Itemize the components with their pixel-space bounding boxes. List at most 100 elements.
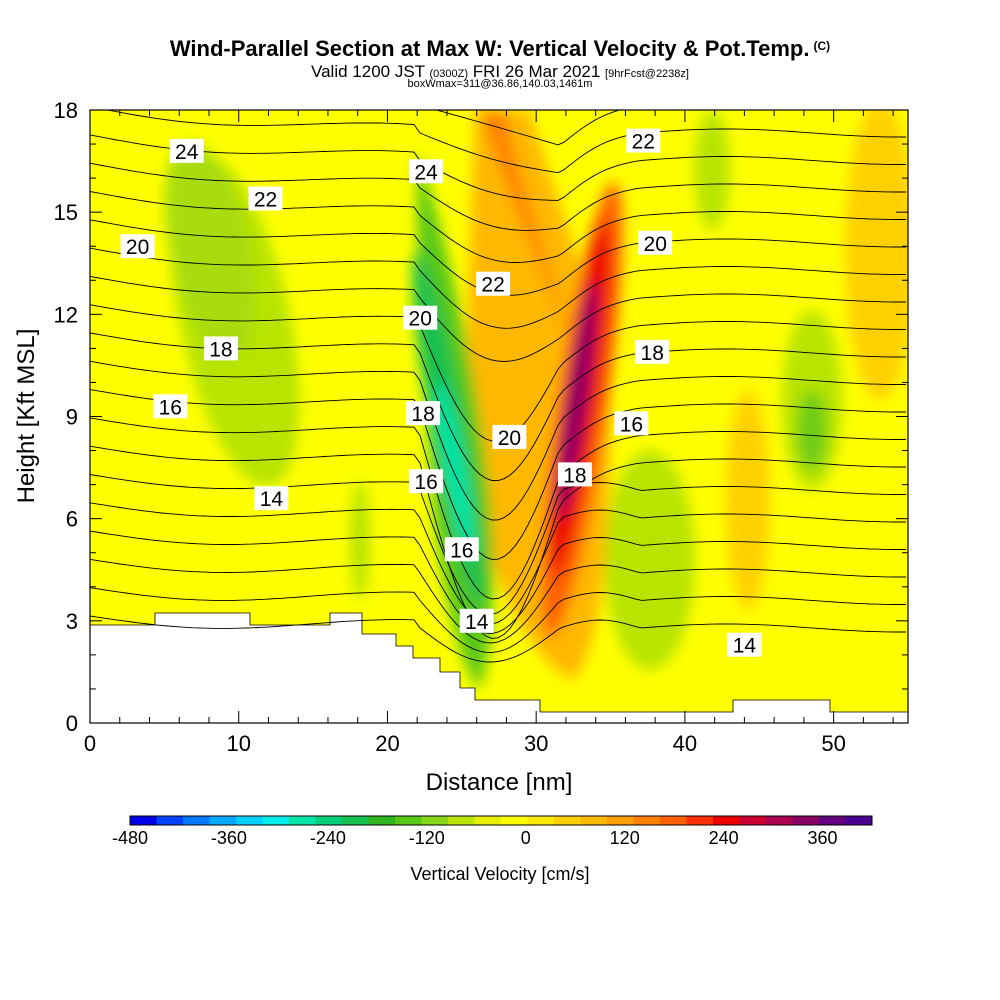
chart-title: Wind-Parallel Section at Max W: Vertical… bbox=[0, 36, 1000, 62]
colorbar: -480 -360 -240 -120 0 120 240 360 bbox=[112, 815, 873, 848]
contour-label-text: 20 bbox=[409, 308, 432, 331]
contour-label-box bbox=[626, 128, 661, 153]
colorbar-swatch bbox=[686, 816, 714, 825]
contour-label-text: 18 bbox=[641, 342, 664, 365]
theta-contour-line bbox=[90, 445, 906, 639]
terrain-mask bbox=[90, 612, 908, 723]
contour-label: 16 bbox=[153, 394, 188, 419]
theta-contour-line bbox=[90, 417, 906, 600]
contour-label: 16 bbox=[444, 537, 479, 562]
contour-label-text: 14 bbox=[260, 488, 284, 511]
y-tick-label: 3 bbox=[66, 609, 78, 634]
colorbar-swatch bbox=[580, 816, 608, 825]
colorbar-swatch bbox=[262, 816, 290, 825]
contour-label-box bbox=[459, 608, 494, 633]
theta-contour-line bbox=[90, 275, 906, 362]
contour-label-text: 24 bbox=[175, 141, 199, 164]
theta-contour-line bbox=[90, 558, 906, 644]
contour-label-box bbox=[557, 462, 592, 487]
colorbar-swatch bbox=[739, 816, 767, 825]
colorbar-swatch bbox=[421, 816, 449, 825]
contour-label-text: 16 bbox=[620, 413, 643, 436]
colorbar-tick-label: -480 bbox=[112, 828, 148, 848]
chart-subtitle-2: boxWmax=311@36.86,140.03,1461m bbox=[407, 78, 593, 90]
potential-temperature-contours bbox=[90, 110, 906, 663]
contour-label-box bbox=[120, 234, 155, 259]
colorbar-label: Vertical Velocity [cm/s] bbox=[410, 864, 589, 884]
axes: 0 10 20 30 40 50 0 3 6 9 12 15 18 bbox=[54, 98, 908, 756]
colorbar-swatch bbox=[527, 816, 555, 825]
contour-label-box bbox=[444, 537, 479, 562]
colorbar-swatch bbox=[607, 816, 634, 825]
colorbar-tick-label: 360 bbox=[807, 828, 837, 848]
theta-contour-line bbox=[90, 162, 906, 231]
x-tick-label: 20 bbox=[375, 731, 399, 756]
colorbar-swatch bbox=[554, 816, 581, 825]
contour-label-box bbox=[248, 186, 283, 211]
contour-label-text: 18 bbox=[411, 403, 434, 426]
contour-label: 24 bbox=[409, 159, 444, 184]
colorbar-swatch bbox=[183, 816, 210, 825]
colorbar-swatch bbox=[633, 816, 661, 825]
contour-label: 14 bbox=[254, 486, 289, 511]
theta-contour-line bbox=[90, 502, 906, 625]
x-tick-label: 0 bbox=[84, 731, 96, 756]
x-axis-label: Distance [nm] bbox=[426, 769, 573, 796]
contour-label: 20 bbox=[638, 230, 673, 256]
contour-label: 14 bbox=[727, 632, 762, 658]
chart-subtitle: Valid 1200 JST (0300Z) FRI 26 Mar 2021 [… bbox=[0, 62, 1000, 82]
contour-label-box bbox=[403, 305, 438, 330]
contour-label-box bbox=[409, 159, 444, 184]
theta-contour-line bbox=[434, 110, 622, 146]
colorbar-swatch bbox=[713, 816, 740, 825]
y-tick-label: 15 bbox=[54, 200, 78, 225]
vertical-velocity-field bbox=[90, 110, 908, 723]
colorbar-tick-label: 0 bbox=[521, 828, 531, 848]
contour-label: 22 bbox=[248, 186, 283, 212]
colorbar-swatch bbox=[315, 816, 343, 825]
colorbar-tick-label: -120 bbox=[409, 828, 445, 848]
valid-date: FRI 26 Mar 2021 bbox=[472, 62, 601, 81]
contour-label-box bbox=[476, 271, 511, 296]
contour-label-box bbox=[727, 632, 762, 657]
contour-label: 24 bbox=[169, 138, 204, 164]
colorbar-swatch bbox=[819, 816, 846, 825]
y-tick-label: 9 bbox=[66, 405, 78, 430]
colorbar-swatch bbox=[792, 816, 820, 825]
y-tick-label: 0 bbox=[66, 711, 78, 736]
colorbar-tick-label: -240 bbox=[310, 828, 346, 848]
colorbar-swatch bbox=[448, 816, 475, 825]
colorbar-tick-label: 240 bbox=[709, 828, 739, 848]
contour-label-box bbox=[635, 339, 670, 364]
y-axis-label: Height [Kft MSL] bbox=[13, 329, 40, 504]
copyright-mark: (C) bbox=[813, 39, 831, 53]
contour-label: 18 bbox=[406, 401, 441, 426]
colorbar-swatch bbox=[474, 816, 502, 825]
colorbar-tick-label: -360 bbox=[211, 828, 247, 848]
colorbar-tick-label: 120 bbox=[610, 828, 640, 848]
contour-label-text: 14 bbox=[733, 635, 757, 658]
colorbar-swatch bbox=[156, 816, 184, 825]
x-tick-label: 40 bbox=[673, 731, 697, 756]
forecast-info: [9hrFcst@2238z] bbox=[605, 68, 689, 80]
theta-contour-line bbox=[90, 191, 906, 263]
valid-time-utc: (0300Z) bbox=[429, 68, 469, 80]
theta-contour-line bbox=[90, 587, 906, 653]
theta-contour-line bbox=[90, 389, 906, 560]
valid-time: Valid 1200 JST bbox=[311, 62, 425, 81]
colorbar-frame bbox=[129, 815, 873, 826]
contour-label-text: 16 bbox=[159, 396, 182, 419]
theta-contour-line bbox=[90, 530, 906, 634]
colorbar-swatch bbox=[660, 816, 687, 825]
contour-label-box bbox=[203, 336, 238, 361]
contour-label: 20 bbox=[403, 305, 438, 331]
contour-label-text: 22 bbox=[254, 189, 277, 212]
contour-label: 16 bbox=[409, 469, 444, 494]
theta-contour-line bbox=[105, 110, 906, 174]
contour-label: 14 bbox=[459, 608, 494, 634]
chart-title-text: Wind-Parallel Section at Max W: Vertical… bbox=[169, 36, 810, 61]
contour-label-text: 16 bbox=[450, 539, 473, 562]
contour-label: 18 bbox=[203, 336, 238, 361]
colorbar-swatch bbox=[368, 816, 396, 825]
theta-contour-line bbox=[90, 474, 906, 615]
